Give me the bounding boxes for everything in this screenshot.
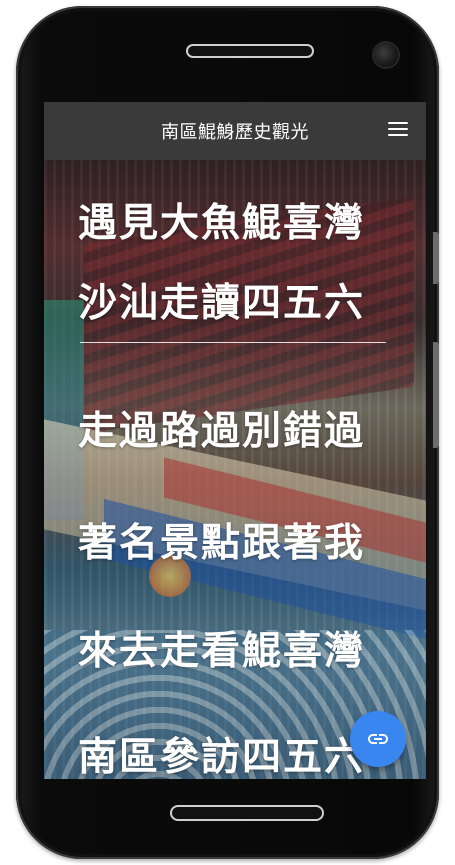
divider bbox=[80, 342, 386, 343]
link-fab-button[interactable] bbox=[350, 711, 406, 767]
hero-line: 沙汕走讀四五六 bbox=[78, 281, 366, 326]
volume-button bbox=[433, 232, 439, 284]
hero-line: 來去走看鯤喜灣 bbox=[78, 629, 366, 674]
power-button bbox=[433, 342, 439, 448]
hero-line: 著名景點跟著我 bbox=[78, 521, 366, 566]
hero-content: 遇見大魚鯤喜灣 沙汕走讀四五六 走過路過別錯過 著名景點跟著我 來去走看鯤喜灣 … bbox=[44, 160, 426, 779]
app-title: 南區鯤鯓歷史觀光 bbox=[161, 122, 309, 143]
hamburger-menu-icon[interactable] bbox=[388, 122, 408, 138]
hero-line: 走過路過別錯過 bbox=[78, 409, 366, 454]
earpiece-speaker bbox=[186, 44, 314, 58]
link-icon bbox=[368, 734, 388, 744]
hero-line: 遇見大魚鯤喜灣 bbox=[78, 201, 366, 246]
screen: 南區鯤鯓歷史觀光 遇見大魚鯤喜灣 沙汕走讀四五六 走過路過別錯過 著名景點跟著我… bbox=[44, 102, 426, 779]
bottom-speaker bbox=[170, 805, 324, 821]
app-bar: 南區鯤鯓歷史觀光 bbox=[44, 102, 426, 160]
front-camera bbox=[374, 43, 398, 67]
hero-line: 南區參訪四五六 bbox=[78, 735, 366, 779]
